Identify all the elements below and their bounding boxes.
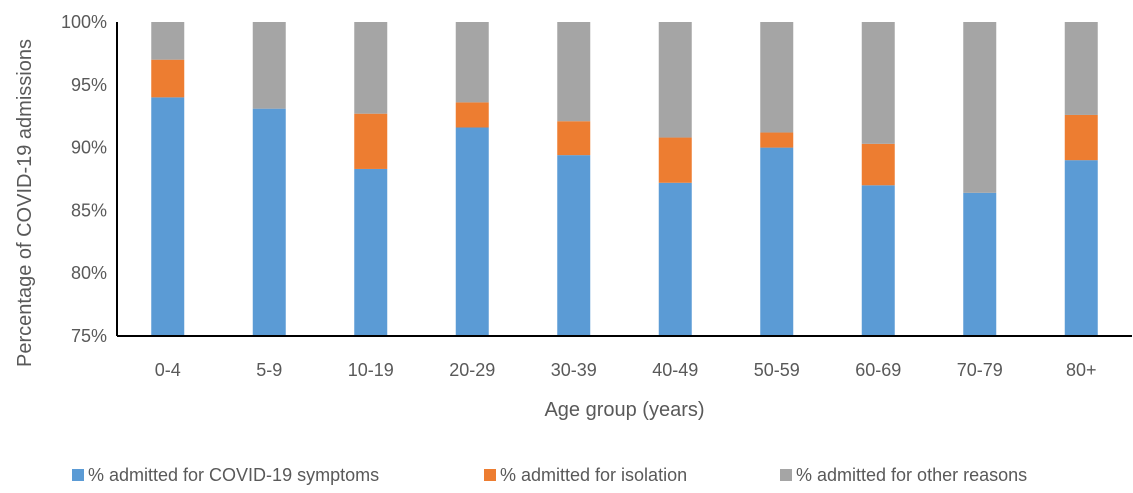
bar-segment-symptoms-20-29	[455, 127, 489, 336]
legend: % admitted for COVID-19 symptoms % admitt…	[72, 465, 1027, 485]
y-tick-label: 85%	[71, 200, 107, 220]
bar-segment-symptoms-60-69	[861, 185, 895, 336]
legend-swatch	[484, 469, 496, 481]
x-tick-label: 5-9	[256, 360, 282, 380]
bar-segment-other-80+	[1064, 22, 1098, 115]
x-tick-label: 40-49	[652, 360, 698, 380]
bar-segment-isolation-80+	[1064, 114, 1098, 161]
bar-segment-isolation-60-69	[861, 143, 895, 186]
bar-segment-other-20-29	[455, 22, 489, 103]
bar-segment-isolation-20-29	[455, 102, 489, 128]
y-tick-label: 95%	[71, 75, 107, 95]
bars-layer	[151, 22, 1098, 336]
bar-segment-symptoms-40-49	[658, 182, 692, 336]
x-axis-title: Age group (years)	[544, 399, 704, 421]
bar-segment-isolation-40-49	[658, 137, 692, 183]
x-tick-labels: 0-4 5-9 10-19 20-29 30-39 40-49 50-59 60-69 70-7…	[155, 360, 1097, 380]
x-tick-label: 30-39	[551, 360, 597, 380]
x-tick-label: 60-69	[855, 360, 901, 380]
y-axis-title: Percentage of COVID-19 admissions	[14, 39, 36, 367]
y-tick-label: 75%	[71, 326, 107, 346]
x-tick-label: 70-79	[957, 360, 1003, 380]
bar-segment-other-5-9	[252, 22, 286, 109]
axes-layer	[116, 22, 1132, 337]
bar-segment-symptoms-30-39	[557, 155, 591, 336]
bar-segment-isolation-30-39	[557, 121, 591, 156]
bar-segment-other-70-79	[963, 22, 997, 193]
bar-segment-isolation-0-4	[151, 59, 185, 98]
bar-segment-symptoms-5-9	[252, 108, 286, 336]
bar-segment-symptoms-10-19	[354, 168, 388, 336]
y-tick-label: 100%	[61, 12, 107, 32]
bar-segment-symptoms-80+	[1064, 160, 1098, 336]
bar-segment-symptoms-0-4	[151, 97, 185, 336]
x-tick-label: 80+	[1066, 360, 1097, 380]
bar-segment-isolation-50-59	[760, 132, 794, 148]
bar-segment-other-50-59	[760, 22, 794, 133]
legend-swatch	[780, 469, 792, 481]
bar-segment-other-40-49	[658, 22, 692, 138]
x-tick-label: 0-4	[155, 360, 181, 380]
bar-segment-isolation-10-19	[354, 113, 388, 169]
legend-label: % admitted for COVID-19 symptoms	[88, 465, 379, 485]
x-tick-label: 10-19	[348, 360, 394, 380]
y-tick-label: 80%	[71, 263, 107, 283]
bar-segment-other-0-4	[151, 22, 185, 60]
bar-segment-symptoms-50-59	[760, 147, 794, 336]
x-tick-label: 50-59	[754, 360, 800, 380]
bar-segment-other-60-69	[861, 22, 895, 144]
y-tick-labels: 75% 80% 85% 90% 95% 100%	[61, 12, 107, 346]
x-tick-label: 20-29	[449, 360, 495, 380]
legend-swatch	[72, 469, 84, 481]
legend-label: % admitted for other reasons	[796, 465, 1027, 485]
bar-segment-other-30-39	[557, 22, 591, 122]
bar-segment-other-10-19	[354, 22, 388, 114]
legend-label: % admitted for isolation	[500, 465, 687, 485]
y-tick-label: 90%	[71, 138, 107, 158]
bar-segment-symptoms-70-79	[963, 192, 997, 336]
